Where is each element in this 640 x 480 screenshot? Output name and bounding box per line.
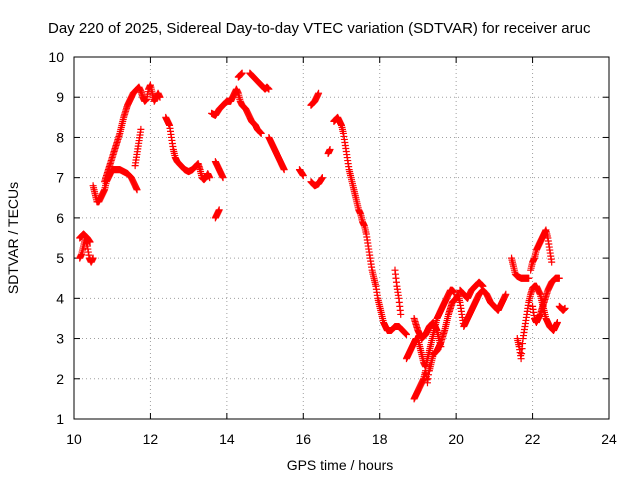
data-point — [86, 238, 94, 246]
data-point — [265, 85, 273, 93]
data-point — [133, 186, 141, 194]
x-tick-label: 10 — [66, 431, 82, 447]
data-point — [450, 288, 458, 296]
data-point — [397, 310, 405, 318]
y-tick-label: 1 — [56, 411, 64, 427]
data-point — [219, 174, 227, 182]
data-point — [299, 172, 307, 180]
x-tick-labels: 10 12 14 16 18 20 22 24 — [66, 431, 617, 447]
data-point — [553, 318, 561, 326]
data-point — [326, 146, 334, 154]
y-tick-label: 5 — [56, 250, 64, 266]
y-tick-label: 3 — [56, 331, 64, 347]
data-point — [479, 282, 487, 290]
x-tick-label: 16 — [295, 431, 311, 447]
data-point — [206, 174, 214, 182]
data-point — [525, 274, 533, 282]
chart-title: Day 220 of 2025, Sidereal Day-to-day VTE… — [48, 20, 591, 37]
y-tick-label: 2 — [56, 371, 64, 387]
x-axis-label: GPS time / hours — [287, 457, 394, 473]
y-tick-label: 4 — [56, 290, 64, 306]
data-point — [257, 129, 265, 137]
plot-frame — [73, 56, 610, 420]
data-point — [315, 89, 323, 97]
x-tick-label: 18 — [372, 431, 388, 447]
x-tick-label: 20 — [448, 431, 464, 447]
x-tick-label: 14 — [219, 431, 235, 447]
y-axis-label: SDTVAR / TECUs — [5, 182, 21, 294]
data-point — [215, 206, 223, 214]
data-points — [76, 69, 569, 403]
ticks-layer — [73, 56, 610, 420]
x-tick-label: 24 — [601, 431, 617, 447]
x-tick-label: 12 — [143, 431, 159, 447]
data-point — [238, 69, 246, 77]
data-point — [156, 93, 164, 101]
y-tick-label: 10 — [48, 49, 64, 65]
y-tick-label: 8 — [56, 129, 64, 145]
data-point — [555, 274, 563, 282]
data-point — [89, 254, 97, 262]
y-tick-label: 7 — [56, 170, 64, 186]
data-point — [318, 174, 326, 182]
y-tick-label: 6 — [56, 210, 64, 226]
data-point — [280, 166, 288, 174]
data-point — [502, 290, 510, 298]
y-tick-label: 9 — [56, 89, 64, 105]
grid-layer — [74, 57, 609, 419]
data-point — [561, 304, 569, 312]
y-tick-labels: 1 2 3 4 5 6 7 8 9 10 — [48, 49, 64, 427]
data-point — [137, 125, 145, 133]
data-point — [548, 258, 556, 266]
x-tick-label: 22 — [525, 431, 541, 447]
data-point — [402, 331, 410, 339]
